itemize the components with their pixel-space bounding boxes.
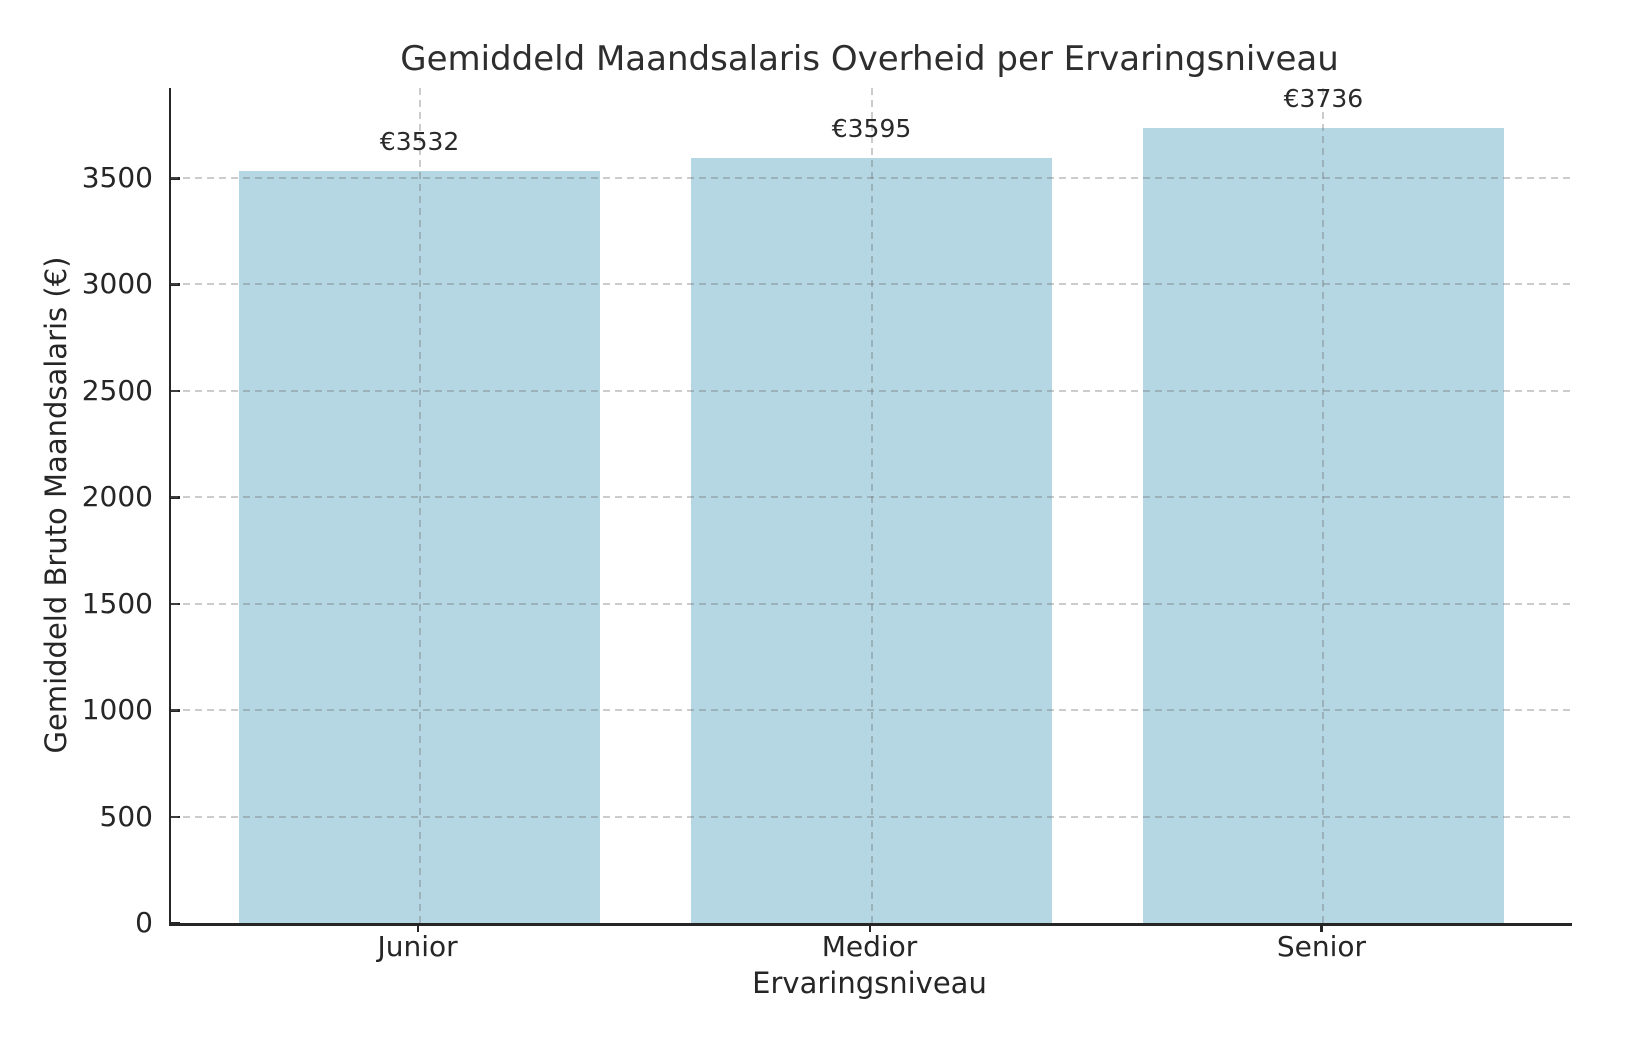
y-tick-mark [171,922,180,925]
x-tick-mark [1320,923,1323,932]
y-tick-label: 500 [99,799,153,833]
y-tick-label: 3500 [81,161,153,195]
y-tick-mark [171,496,180,499]
y-tick-label: 3000 [81,267,153,301]
y-tick-label: 1500 [81,586,153,620]
x-tick-mark [416,923,420,932]
chart-title: Gemiddeld Maandsalaris Overheid per Erva… [400,39,1339,79]
y-tick-label: 2000 [81,480,153,514]
bar-medior [690,157,1053,923]
y-tick-mark [171,389,180,393]
y-tick-mark [171,709,180,712]
x-tick-label: Junior [377,930,458,963]
bar-value-label: €3595 [831,113,912,143]
y-tick-mark [171,177,180,180]
bar-senior [1142,127,1505,923]
bar-junior [238,171,601,923]
y-tick-mark [171,602,180,606]
x-axis-title: Ervaringsniveau [752,966,987,1000]
plot-area: €3532 €3595 €3736 [169,84,1572,926]
bar-value-label: €3736 [1283,83,1364,113]
y-tick-label: 1000 [81,693,153,727]
x-tick-mark [868,923,871,932]
y-tick-label: 2500 [81,373,153,407]
y-tick-mark [171,283,180,286]
x-tick-label: Medior [821,930,918,963]
y-tick-label: 0 [135,906,153,939]
bar-value-label: €3532 [379,127,460,157]
y-tick-mark [171,815,180,819]
x-tick-label: Senior [1276,930,1367,963]
